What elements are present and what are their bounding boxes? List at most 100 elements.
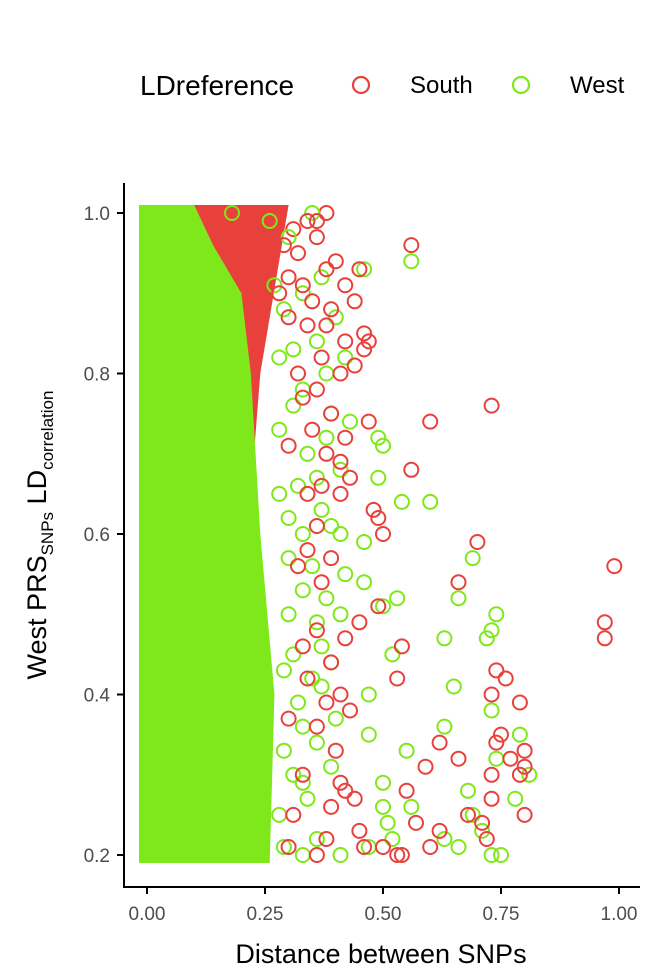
west-point bbox=[271, 349, 288, 366]
south-point bbox=[318, 317, 335, 334]
west-point bbox=[356, 534, 373, 550]
south-point bbox=[327, 742, 344, 759]
south-point bbox=[488, 734, 505, 751]
west-point bbox=[384, 831, 401, 847]
south-point bbox=[280, 437, 297, 454]
west-point bbox=[299, 790, 316, 807]
x-axis-ticks: 0.00 0.25 0.50 0.75 1.00 bbox=[129, 887, 637, 925]
west-point bbox=[304, 558, 321, 575]
south-point bbox=[299, 485, 316, 502]
west-point bbox=[511, 726, 528, 743]
west-point bbox=[304, 205, 321, 221]
south-point bbox=[493, 726, 509, 743]
south-point bbox=[497, 670, 514, 687]
south-point bbox=[332, 774, 349, 791]
south-point bbox=[360, 333, 377, 350]
west-point bbox=[483, 702, 500, 719]
south-point bbox=[365, 501, 382, 518]
south-point bbox=[389, 847, 406, 863]
legend-label-south: South bbox=[410, 72, 473, 99]
west-point bbox=[389, 590, 406, 607]
south-point bbox=[275, 237, 292, 254]
south-point bbox=[356, 839, 373, 855]
south-point bbox=[280, 309, 297, 326]
legend-label-west: West bbox=[570, 72, 625, 99]
south-point bbox=[417, 758, 434, 775]
west-point bbox=[308, 333, 325, 350]
south-point bbox=[488, 662, 505, 679]
south-point bbox=[308, 622, 325, 639]
south-point bbox=[346, 790, 363, 807]
south-point bbox=[308, 213, 325, 229]
west-point bbox=[332, 461, 349, 478]
west-point bbox=[507, 790, 524, 807]
west-point bbox=[294, 285, 311, 302]
west-point bbox=[464, 550, 481, 567]
west-point bbox=[483, 622, 500, 639]
west-point bbox=[474, 822, 491, 839]
west-point bbox=[436, 831, 453, 847]
x-tick-label: 0.00 bbox=[129, 904, 166, 925]
west-point bbox=[323, 518, 340, 534]
west-point bbox=[308, 831, 325, 847]
south-point bbox=[483, 686, 500, 703]
south-point bbox=[360, 413, 377, 430]
west-point bbox=[294, 582, 311, 599]
west-point bbox=[285, 766, 302, 783]
west-point bbox=[370, 469, 387, 486]
west-point bbox=[342, 413, 358, 430]
south-point bbox=[422, 413, 439, 430]
west-point bbox=[294, 526, 311, 542]
west-point bbox=[294, 718, 311, 735]
west-point bbox=[294, 774, 311, 791]
x-tick-label: 0.50 bbox=[365, 904, 402, 925]
south-point bbox=[318, 445, 335, 462]
west-point bbox=[450, 839, 467, 855]
south-point bbox=[516, 742, 533, 759]
west-point bbox=[337, 349, 354, 366]
legend-title: LDreference bbox=[140, 70, 294, 101]
south-point bbox=[483, 766, 500, 783]
south-point bbox=[290, 558, 306, 575]
south-point bbox=[294, 766, 311, 783]
west-point bbox=[313, 501, 330, 518]
y-axis-title-prefix-sub: SNPs bbox=[38, 512, 57, 555]
west-point bbox=[483, 847, 500, 863]
south-point bbox=[370, 510, 387, 526]
south-point bbox=[375, 839, 391, 855]
west-point bbox=[261, 213, 278, 229]
south-point bbox=[308, 518, 325, 534]
west-point bbox=[375, 437, 391, 454]
legend: LDreference South West bbox=[140, 70, 625, 101]
legend-marker-west bbox=[511, 75, 531, 95]
south-point bbox=[327, 253, 344, 270]
south-point bbox=[389, 670, 406, 687]
west-point bbox=[337, 566, 354, 583]
y-axis-title-main-sub: correlation bbox=[38, 391, 57, 470]
west-point bbox=[403, 253, 420, 270]
west-point bbox=[445, 678, 462, 695]
west-point bbox=[436, 630, 453, 647]
south-point bbox=[483, 397, 500, 414]
south-point bbox=[323, 301, 340, 318]
west-point bbox=[327, 309, 344, 326]
y-axis-title: West PRSSNPs LDcorrelation bbox=[22, 391, 57, 680]
south-point bbox=[304, 293, 321, 310]
south-point bbox=[280, 839, 297, 855]
west-point bbox=[308, 614, 325, 631]
south-point bbox=[299, 670, 316, 687]
west-point bbox=[332, 526, 349, 542]
west-point bbox=[403, 798, 420, 815]
south-point bbox=[502, 750, 519, 767]
west-point bbox=[275, 839, 292, 855]
west-point bbox=[280, 550, 297, 567]
south-point bbox=[332, 453, 349, 470]
west-point bbox=[299, 445, 316, 462]
south-point bbox=[285, 221, 302, 238]
south-point bbox=[323, 654, 340, 671]
west-point bbox=[488, 750, 505, 767]
south-point bbox=[285, 806, 302, 823]
south-point bbox=[318, 261, 335, 278]
south-point bbox=[403, 461, 420, 478]
south-point bbox=[351, 822, 368, 839]
